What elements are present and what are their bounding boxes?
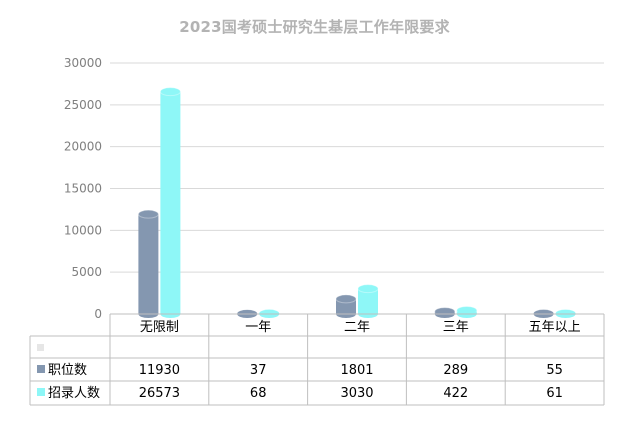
x-category-label: 二年	[344, 320, 370, 335]
bar-positions	[137, 209, 159, 318]
bar-top	[159, 87, 181, 97]
bar-body	[358, 288, 378, 314]
chart-title: 2023国考硕士研究生基层工作年限要求	[179, 18, 450, 36]
data-label: 1801	[340, 363, 373, 378]
data-label: 61	[546, 386, 563, 401]
bar-hires	[159, 87, 181, 318]
bar-hires	[456, 305, 478, 318]
data-label: 3030	[340, 386, 373, 401]
data-label: 422	[443, 386, 468, 401]
bar-body	[336, 298, 356, 314]
legend-key-blank	[37, 344, 44, 351]
y-tick-label: 5000	[71, 265, 102, 279]
y-tick-label: 10000	[64, 223, 102, 237]
bar-body	[138, 214, 159, 314]
data-label: 37	[250, 363, 267, 378]
y-tick-label: 15000	[64, 182, 102, 196]
legend-key	[37, 388, 45, 396]
bar-positions	[335, 294, 357, 318]
bar-body	[160, 91, 181, 314]
y-axis-ticks: 0 5000 10000 15000 20000 25000 30000	[64, 56, 102, 321]
data-label: 26573	[139, 386, 180, 401]
x-category-label: 三年	[443, 320, 469, 335]
x-category-label: 一年	[245, 320, 271, 335]
data-label: 55	[546, 363, 563, 378]
series-name: 招录人数	[48, 386, 100, 401]
y-tick-label: 0	[94, 307, 102, 321]
bar-top	[335, 294, 357, 304]
bar-positions	[434, 307, 456, 318]
bar-top	[137, 209, 159, 219]
y-tick-label: 30000	[64, 56, 102, 70]
y-tick-label: 20000	[64, 140, 102, 154]
bar-hires	[357, 284, 379, 318]
bar-top	[357, 284, 379, 294]
x-category-label: 五年以上	[529, 320, 581, 335]
bar-hires	[555, 308, 577, 318]
gridlines	[110, 62, 604, 273]
data-label: 289	[443, 363, 468, 378]
data-label: 11930	[139, 363, 180, 378]
series-name: 职位数	[48, 363, 87, 378]
bars	[137, 87, 577, 319]
x-category-label: 无限制	[140, 320, 179, 335]
y-tick-label: 25000	[64, 98, 102, 112]
data-label: 68	[250, 386, 267, 401]
legend-key	[37, 365, 45, 373]
